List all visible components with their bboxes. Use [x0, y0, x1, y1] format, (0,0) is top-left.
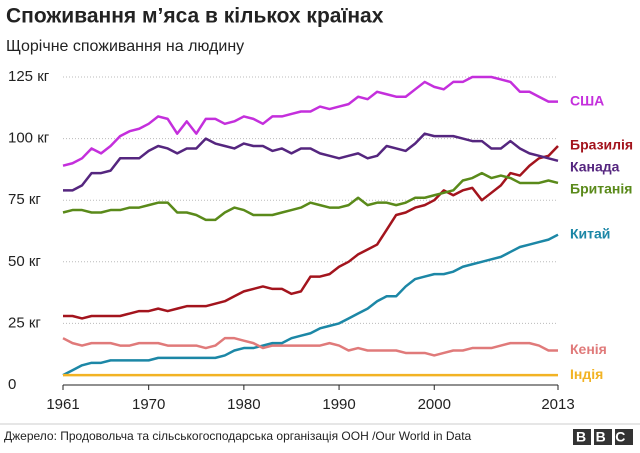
- y-tick-label: 50 кг: [8, 253, 41, 270]
- y-tick-label: 125 кг: [8, 68, 50, 85]
- logo-text: BBC: [576, 429, 635, 445]
- y-tick-label: 25 кг: [8, 314, 41, 331]
- legend-label: Британія: [570, 181, 632, 197]
- chart-subtitle: Щорічне споживання на людину: [6, 38, 244, 55]
- legend-label: Канада: [570, 159, 620, 175]
- x-tick-label: 1970: [132, 396, 165, 413]
- y-tick-label: 75 кг: [8, 191, 41, 208]
- legend-label: Китай: [570, 225, 610, 241]
- x-tick-label: 2013: [541, 396, 574, 413]
- series-line: [63, 145, 559, 320]
- chart-title: Споживання м’яса в кількох країнах: [6, 5, 384, 28]
- x-tick-label: 2000: [418, 396, 451, 413]
- series-line: [62, 171, 559, 222]
- legend-label: Бразилія: [570, 137, 633, 153]
- y-tick-label: 0: [8, 376, 16, 393]
- x-tick-label: 1980: [227, 396, 260, 413]
- series-line: [63, 132, 559, 192]
- legend-label: США: [570, 92, 604, 108]
- x-tick-label: 1990: [322, 396, 355, 413]
- y-tick-label: 100 кг: [8, 130, 50, 147]
- series-line: [62, 336, 558, 357]
- legend-label: Індія: [570, 366, 603, 382]
- series-line: [62, 233, 559, 377]
- source: Джерело: Продовольча та сільськогосподар…: [4, 429, 472, 443]
- x-tick-label: 1961: [46, 396, 79, 413]
- logo: BBC: [573, 429, 635, 445]
- series-line: [62, 75, 558, 167]
- legend-label: Кенія: [570, 341, 607, 357]
